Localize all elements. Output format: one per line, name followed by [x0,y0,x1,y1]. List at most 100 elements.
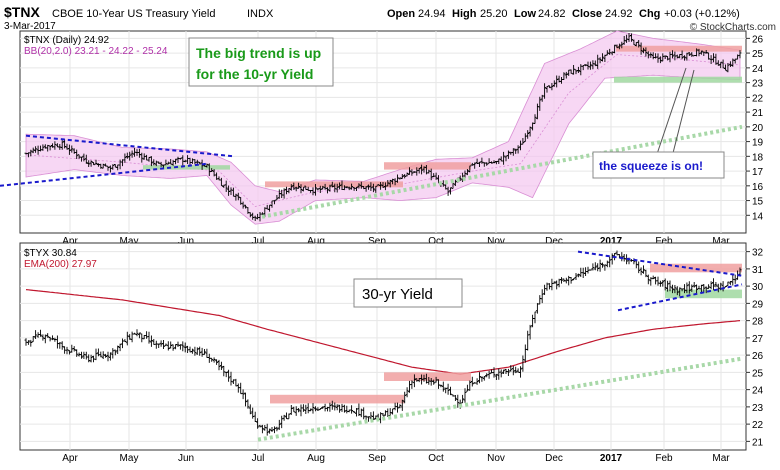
tyx-ohlc-bar [39,329,42,337]
tyx-ohlc-bar [692,282,696,288]
tnx-ohlc-bar [601,53,604,62]
tnx-ohlc-bar [538,96,542,111]
tnx-ohlc-bar [53,141,57,150]
tyx-xtick-label: Jun [178,453,194,464]
tyx-ohlc-bar [540,289,544,304]
tyx-ohlc-bar [581,267,585,278]
tyx-ohlc-bar [562,278,566,282]
tyx-ohlc-bar [449,386,452,396]
tyx-ohlc-bar [94,348,98,361]
tyx-ohlc-bar [89,354,93,363]
tnx-xtick-label: 2017 [600,236,623,247]
tnx-ohlc-bar [630,33,633,42]
tnx-ohlc-bar [639,42,643,55]
tyx-ohlc-bar [439,384,443,388]
tyx-xtick-label: Apr [62,453,78,464]
tyx-ohlc-bar [528,324,532,340]
tnx-ohlc-bar [434,172,438,180]
header-exchange: INDX [247,8,274,20]
tnx-ohlc-bar [31,147,35,154]
tnx-ohlc-bar [241,201,245,209]
tnx-ohlc-bar [685,52,689,61]
tnx-ohlc-bar [82,153,86,162]
tnx-xtick-label: Feb [655,236,673,247]
tyx-ohlc-bar [101,351,105,359]
tnx-ohlc-bar [323,183,327,190]
tyx-ohlc-bar [726,281,730,286]
tnx-ohlc-bar [357,183,361,189]
tyx-xtick-label: Mar [712,453,730,464]
tnx-ohlc-bar [364,186,368,192]
tyx-ytick-label: 23 [752,403,764,414]
tnx-xtick-label: Mar [712,236,730,247]
tyx-ohlc-bar [29,339,33,347]
tnx-ohlc-bar [707,52,711,60]
header-open-label: Open [387,8,415,20]
tyx-ohlc-bar [695,284,699,294]
tyx-ohlc-bar [34,330,38,339]
tnx-ohlc-bar [253,215,257,221]
tyx-ohlc-bar [728,281,732,285]
tyx-legend-ema: EMA(200) 27.97 [24,259,97,270]
tnx-ohlc-bar [726,63,730,73]
tyx-ohlc-bar [297,408,301,413]
tnx-ohlc-bar [528,126,532,137]
tnx-ytick-label: 18 [752,152,764,163]
squeeze-pointer [671,69,695,158]
tnx-ohlc-bar [511,148,515,156]
uptrend-line [257,356,743,442]
tnx-ohlc-bars [24,33,742,222]
tnx-ohlc-bar [152,159,156,166]
support-trendline [617,283,743,312]
tyx-ohlc-bar [304,404,308,414]
tnx-ohlc-bar [287,188,291,194]
tnx-ohlc-bar [543,83,547,99]
tnx-ohlc-bar [75,149,79,159]
tyx-ohlc-bar [128,334,132,340]
tnx-ytick-label: 20 [752,123,764,134]
tyx-ohlc-bar [637,261,641,274]
tyx-ohlc-bar [157,343,161,348]
tnx-ohlc-bar [289,184,293,191]
tnx-ohlc-bar [174,158,178,165]
tnx-ohlc-bar [94,159,98,165]
tyx-ohlc-bar [646,274,650,285]
tyx-legend-price: $TYX 30.84 [24,248,77,259]
tnx-ohlc-bar [617,43,621,50]
tnx-ohlc-bar [721,59,725,69]
tyx-ohlc-bar [159,340,163,347]
tnx-ohlc-bar [379,182,383,190]
tnx-ohlc-bar [398,177,402,180]
tyx-ohlc-bar [480,376,484,382]
tyx-ohlc-bar [475,378,479,385]
tyx-ohlc-bar [492,367,496,378]
tnx-ohlc-bar [89,160,93,167]
tnx-ohlc-bar [224,180,228,192]
tnx-ohlc-bar [552,80,556,87]
tyx-ohlc-bar [330,400,334,410]
tyx-ohlc-bar [113,349,117,356]
tnx-ohlc-bar [704,50,708,54]
tyx-ohlc-bar [707,284,711,289]
tnx-ohlc-bar [622,36,626,45]
tyx-ytick-label: 27 [752,334,764,345]
resistance-zone [265,181,403,188]
tnx-legend-bb: BB(20,2.0) 23.21 - 24.22 - 25.24 [24,46,168,57]
tyx-ohlc-bar [169,341,173,349]
tnx-ohlc-bar [248,212,252,218]
tnx-ohlc-bar [335,183,339,193]
tyx-ohlc-bar [219,361,223,370]
tnx-ohlc-bar [683,55,686,61]
resistance-zone [384,372,471,381]
support-zone [143,165,230,170]
tyx-ohlc-bar [352,411,356,414]
tyx-ohlc-bar [227,369,231,382]
trend-annotation-line1: The big trend is up [196,45,321,61]
tyx-ohlc-bar [663,278,667,291]
tnx-ohlc-bar [376,184,380,186]
tyx-ohlc-bar [453,395,457,401]
tyx-ohlc-bar [533,311,537,324]
tyx-xtick-label: Sep [368,453,386,464]
squeeze-pointer [655,67,687,158]
